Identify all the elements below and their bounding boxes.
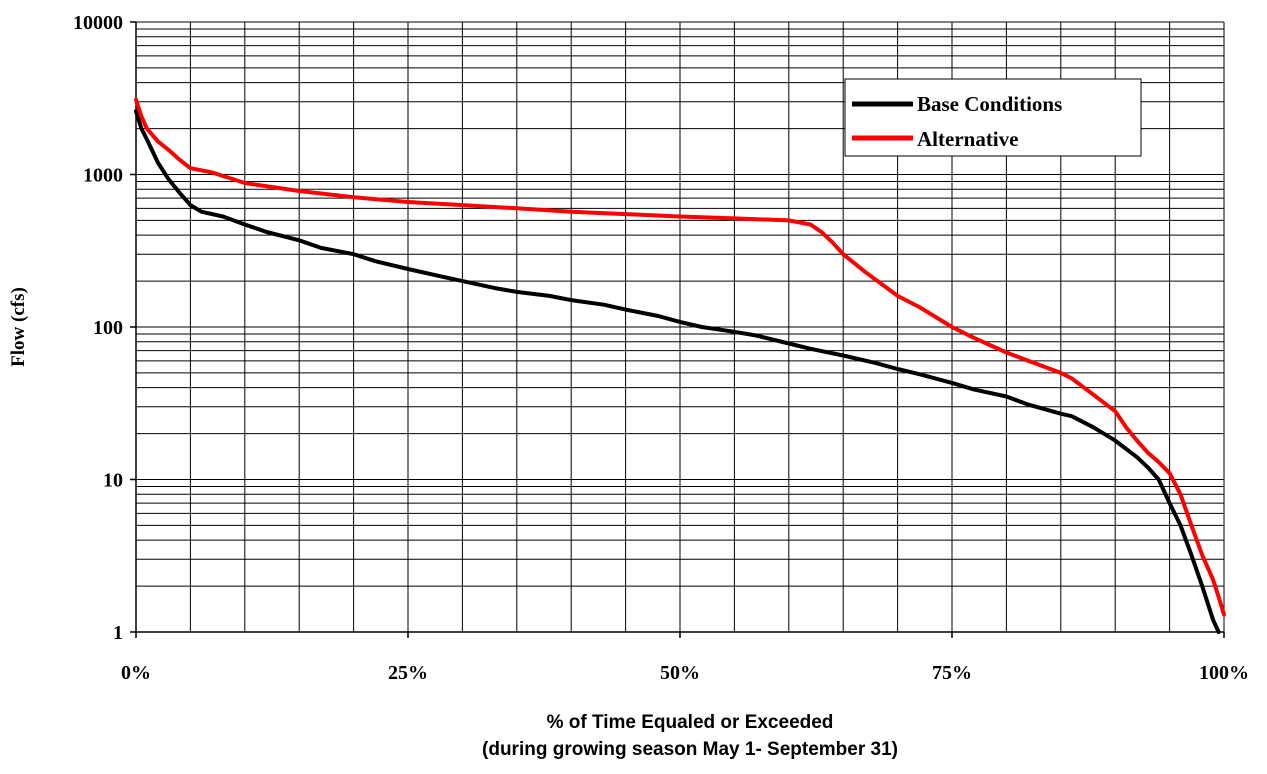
x-tick-label: 75%	[932, 662, 972, 684]
x-tick-labels: 0% 25% 50% 75% 100%	[121, 662, 1249, 684]
series-line-alternative	[134, 97, 1226, 617]
legend-label-alternative: Alternative	[917, 127, 1018, 151]
y-tick-labels: 1 10 100 1000 10000	[73, 12, 123, 644]
x-axis-label-subtitle: (during growing season May 1- September …	[482, 739, 898, 760]
x-tick-label: 50%	[660, 662, 700, 684]
y-tick-label: 10	[103, 470, 123, 492]
legend: Base Conditions Alternative	[844, 78, 1142, 157]
y-tick-label: 1000	[83, 165, 123, 187]
y-axis-label: Flow (cfs)	[8, 287, 29, 367]
x-tick-label: 25%	[388, 662, 428, 684]
series-lines	[134, 97, 1226, 634]
legend-box	[844, 78, 1142, 157]
y-tick-label: 1	[113, 622, 123, 644]
grid-lines	[135, 21, 1225, 633]
legend-label-base: Base Conditions	[917, 92, 1062, 116]
x-tick-label: 100%	[1199, 662, 1249, 684]
y-tick-label: 100	[93, 317, 123, 339]
y-tick-label: 10000	[73, 12, 123, 34]
axes	[130, 21, 1225, 638]
x-axis-label: % of Time Equaled or Exceeded	[547, 712, 834, 733]
series-line-base-conditions	[134, 109, 1221, 634]
x-tick-label: 0%	[121, 662, 151, 684]
